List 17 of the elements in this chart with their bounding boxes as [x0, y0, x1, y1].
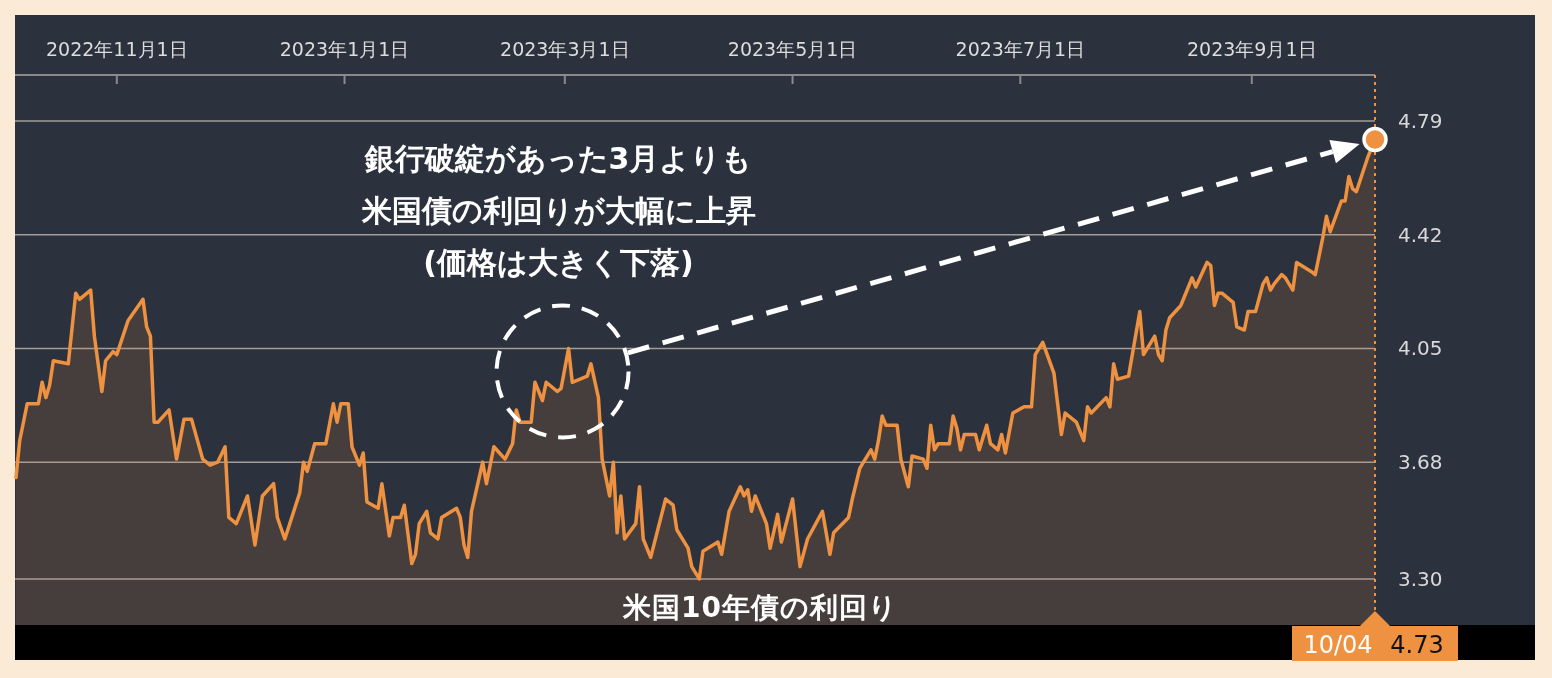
y-tick-label: 3.68 — [1398, 450, 1443, 475]
x-tick-label: 2023年7月1日 — [955, 38, 1086, 60]
annotation: 米国債の利回りが大幅に上昇 — [360, 193, 756, 229]
x-tick-label: 2023年3月1日 — [500, 38, 630, 60]
text: 10/04 — [1303, 631, 1373, 659]
y-tick-label: 3.30 — [1398, 566, 1443, 591]
y-tick-label: 4.05 — [1398, 336, 1443, 361]
series-label: 米国10年債の利回り — [622, 591, 898, 624]
y-tick-label: 4.42 — [1398, 222, 1443, 247]
x-tick-label: 2023年9月1日 — [1187, 38, 1317, 60]
text: 4.73 — [1390, 631, 1444, 659]
x-tick-label: 2022年11月1日 — [45, 38, 188, 60]
y-tick-label: 4.79 — [1398, 109, 1443, 134]
annotation: 銀行破綻があった3月よりも — [363, 141, 753, 177]
annotation: (価格は大きく下落) — [423, 245, 694, 281]
x-tick-label: 2023年5月1日 — [727, 38, 858, 60]
x-tick-label: 2023年1月1日 — [279, 38, 410, 60]
